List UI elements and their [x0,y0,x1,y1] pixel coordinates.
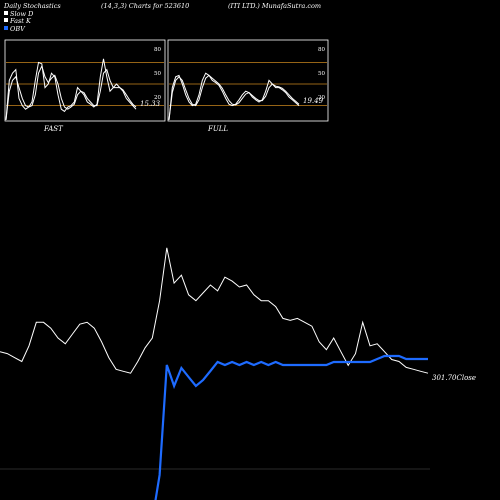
full-tick-20: 20 [318,95,325,101]
header-right-title: (ITI LTD.) MunafaSutra.com [228,2,321,10]
fast-tick-50: 50 [154,71,161,77]
obv-line [154,354,428,500]
full-panel-label: FULL [207,125,228,133]
close-last-value-label: 301.70Close [432,374,476,382]
full-last-value: 19.49 [303,97,324,105]
legend-swatch-obv [4,26,8,30]
legend-swatch-fast-k [4,18,8,22]
fast-tick-20: 20 [154,95,161,101]
price-obv-plot: 301.70Close [0,247,476,500]
fast-last-value: 15.33 [140,100,161,108]
fast-tick-80: 80 [154,47,161,53]
fast-panel-frame [4,39,166,122]
full-tick-80: 80 [318,47,325,53]
legend-swatch-slow-d [4,11,8,15]
header-center-title: (14,3,3) Charts for 523610 [101,2,189,10]
legend-label-slow-d: Slow D [10,10,34,18]
full-fast-k-line [168,72,300,121]
fast-fast-k-line [5,58,137,121]
header-left-title: Daily Stochastics [3,2,61,10]
fast-stochastic-panel: 80 50 20 15.33 FAST [4,39,166,133]
fast-slow-d-line [5,64,137,121]
fast-panel-label: FAST [43,125,64,133]
close-price-line [0,247,429,374]
legend-label-fast-k: Fast K [9,17,32,25]
legend: Slow D Fast K OBV [4,10,34,33]
full-panel-frame [167,39,329,122]
legend-label-obv: OBV [10,25,26,33]
full-tick-50: 50 [318,71,325,77]
full-stochastic-panel: 80 50 20 19.49 FULL [167,39,329,133]
